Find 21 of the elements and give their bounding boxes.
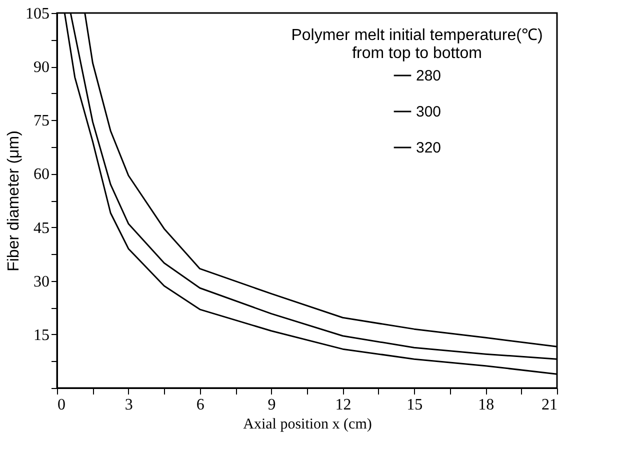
y-tick-label: 105 (26, 6, 50, 22)
x-tick-label: 15 (406, 396, 423, 414)
x-tick-label: 6 (196, 396, 204, 414)
x-tick-label: 9 (268, 396, 276, 414)
legend-label: 320 (416, 140, 442, 156)
x-tick-label: 21 (542, 396, 558, 414)
y-tick-label: 15 (34, 326, 50, 344)
y-axis-title: Fiber diameter (μm) (6, 130, 22, 272)
y-tick-label: 30 (34, 273, 50, 290)
y-tick-label: 45 (34, 220, 50, 237)
legend-title: Polymer melt initial temperature(℃) from top to bottom (291, 27, 543, 62)
y-tick-label: 75 (34, 112, 50, 130)
x-axis-title: Axial position x (cm) (243, 416, 372, 432)
x-tick-label: 18 (478, 396, 494, 414)
y-tick-label: 90 (34, 59, 50, 76)
y-tick-label: 60 (34, 166, 50, 184)
legend-label: 300 (416, 104, 442, 120)
x-tick-label: 0 (58, 396, 66, 414)
x-tick-label: 12 (335, 396, 352, 414)
x-tick-label: 3 (124, 396, 133, 414)
legend-label: 280 (416, 68, 442, 84)
